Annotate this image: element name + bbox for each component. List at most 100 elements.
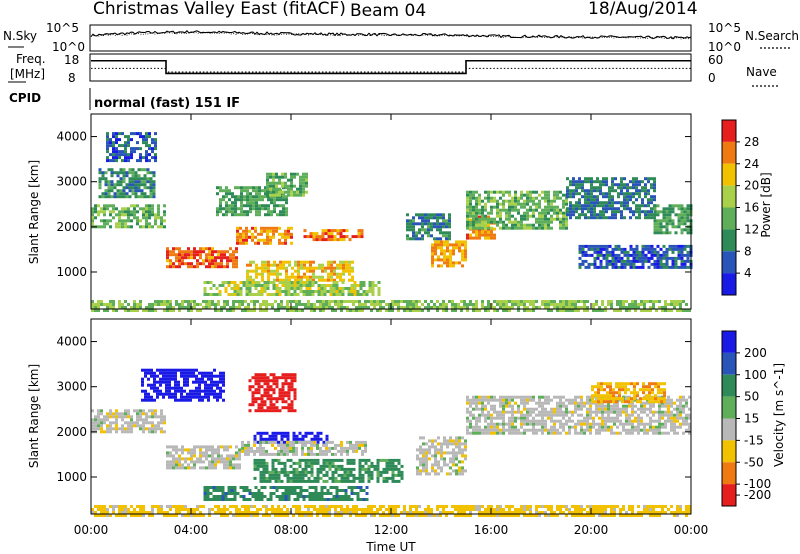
heatmap-cell-1 (147, 392, 150, 396)
heatmap-cell-15 (683, 210, 687, 214)
heatmap-cell-4 (239, 226, 242, 230)
heatmap-cell-17 (649, 306, 652, 309)
heatmap-cell-6 (328, 458, 332, 462)
heatmap-cell-16 (581, 247, 585, 251)
heatmap-cell-9 (484, 395, 487, 399)
heatmap-cell-2 (272, 409, 276, 413)
heatmap-cell-3 (193, 253, 196, 257)
heatmap-cell-5 (309, 232, 313, 236)
heatmap-cell-14 (590, 201, 593, 205)
heatmap-cell-0 (160, 418, 163, 422)
heatmap-cell-6 (370, 476, 374, 480)
heatmap-cell-9 (523, 407, 526, 411)
heatmap-cell-5 (325, 452, 328, 456)
heatmap-cell-9 (484, 428, 487, 432)
heatmap-cell-17 (322, 309, 325, 312)
heatmap-cell-1 (125, 171, 129, 175)
heatmap-cell-17 (415, 309, 418, 312)
heatmap-cell-5 (321, 229, 325, 233)
heatmap-cell-6 (358, 473, 362, 477)
heatmap-cell-17 (511, 300, 514, 303)
heatmap-cell-9 (574, 401, 577, 405)
heatmap-cell-1 (125, 192, 129, 196)
heatmap-cell-17 (349, 309, 352, 312)
heatmap-cell-8 (336, 275, 339, 279)
heatmap-cell-7 (212, 486, 216, 489)
heatmap-cell-7 (251, 492, 255, 495)
heatmap-cell-13 (553, 217, 556, 221)
heatmap-cell-17 (223, 303, 226, 306)
heatmap-cell-0 (91, 213, 94, 217)
heatmap-cell-8 (455, 457, 458, 461)
heatmap-cell-8 (452, 463, 455, 467)
heatmap-cell-9 (562, 410, 565, 414)
heatmap-cell-4 (251, 238, 254, 242)
heatmap-cell-1 (174, 395, 177, 399)
heatmap-cell-6 (264, 192, 267, 196)
heatmap-cell-9 (314, 290, 318, 293)
heatmap-cell-9 (484, 413, 487, 417)
heatmap-cell-2 (248, 385, 252, 389)
heatmap-cell-9 (580, 425, 583, 429)
heatmap-cell-6 (256, 458, 260, 462)
heatmap-cell-8 (464, 469, 467, 473)
heatmap-cell-16 (650, 253, 654, 257)
heatmap-cell-13 (472, 223, 475, 227)
heatmap-cell-6 (265, 461, 269, 465)
heatmap-cell-0 (103, 418, 106, 422)
heatmap-cell-14 (596, 198, 599, 202)
heatmap-cell-9 (323, 284, 327, 287)
heatmap-cell-14 (605, 192, 608, 196)
heatmap-cell-17 (379, 300, 382, 303)
heatmap-cell-2 (272, 382, 276, 386)
heatmap-cell-6 (343, 467, 347, 471)
heatmap-cell-13 (478, 193, 481, 197)
heatmap-cell-14 (626, 186, 629, 190)
heatmap-cell-17 (421, 303, 424, 306)
heatmap-cell-1 (140, 183, 144, 187)
heatmap-cell-4 (257, 232, 260, 236)
heatmap-cell-17 (409, 309, 412, 312)
heatmap-cell-13 (508, 202, 511, 206)
heatmap-cell-16 (665, 253, 669, 257)
heatmap-cell-17 (112, 303, 115, 306)
heatmap-cell-13 (529, 196, 532, 200)
heatmap-cell-3 (292, 437, 296, 441)
heatmap-cell-16 (581, 253, 585, 257)
heatmap-cell-8 (276, 269, 279, 273)
heatmap-cell-5 (328, 446, 331, 450)
heatmap-cell-8 (440, 442, 443, 446)
heatmap-cell-10 (412, 231, 415, 235)
heatmap-cell-5 (357, 235, 361, 239)
heatmap-cell-6 (307, 458, 311, 462)
heatmap-cell-13 (544, 208, 547, 212)
heatmap-cell-17 (169, 309, 172, 312)
heatmap-cell-9 (535, 428, 538, 432)
heatmap-cell-2 (124, 144, 127, 148)
heatmap-cell-4 (266, 238, 269, 242)
heatmap-cell-7 (287, 178, 290, 182)
heatmap-cell-17 (550, 300, 553, 303)
heatmap-cell-8 (419, 469, 422, 473)
heatmap-cell-13 (547, 199, 550, 203)
heatmap-cell-14 (650, 216, 653, 220)
heatmap-cell-3 (220, 250, 223, 254)
heatmap-cell-7 (299, 178, 302, 182)
heatmap-cell-16 (578, 265, 582, 269)
heatmap-cell-16 (605, 244, 609, 248)
heatmap-cell-0 (124, 213, 127, 217)
heatmap-cell-13 (532, 190, 535, 194)
heatmap-cell-6 (219, 210, 222, 214)
heatmap-cell-8 (345, 260, 348, 264)
heatmap-cell-0 (97, 418, 100, 422)
heatmap-cell-9 (239, 281, 243, 284)
heatmap-cell-2 (272, 379, 276, 383)
heatmap-cell-3 (205, 253, 208, 257)
heatmap-cell-17 (598, 309, 601, 312)
heatmap-cell-17 (91, 309, 94, 312)
heatmap-cell-6 (243, 189, 246, 193)
heatmap-cell-6 (222, 189, 225, 193)
heatmap-cell-2 (287, 376, 291, 380)
heatmap-cell-14 (608, 216, 611, 220)
heatmap-cell-17 (154, 303, 157, 306)
